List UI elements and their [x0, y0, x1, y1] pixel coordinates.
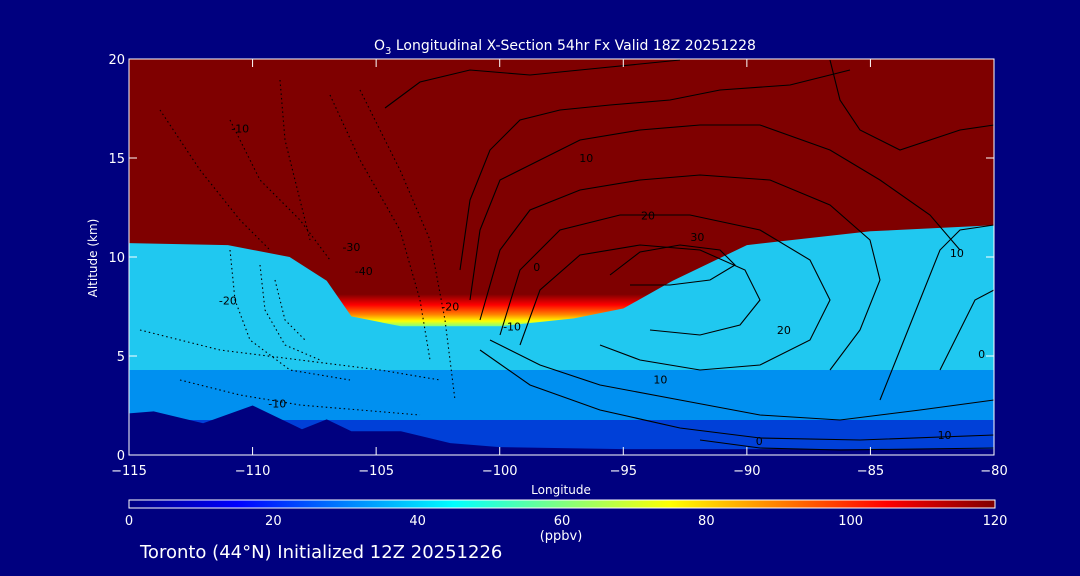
- colorbar-tick-label: 80: [698, 514, 715, 529]
- contour-label: -20: [219, 295, 237, 308]
- contour-label: 0: [978, 348, 985, 361]
- wind-contour-line: [384, 59, 681, 109]
- wind-contour-line: [479, 349, 994, 441]
- contour-label: -20: [441, 300, 459, 313]
- chart-title: O3 Longitudinal X-Section 54hr Fx Valid …: [374, 38, 756, 57]
- x-tick-label: −85: [857, 464, 884, 479]
- wind-contour-line: [519, 244, 761, 346]
- contour-label: 10: [653, 374, 667, 387]
- contour-label: 10: [938, 429, 952, 442]
- plot-area: -10 -20 -30 -40 -10 -20 -10 0 10 20 30 20 10 0 10 0 10: [129, 59, 994, 455]
- wind-contour-line: [479, 174, 881, 371]
- x-tick-label: −115: [111, 464, 147, 479]
- x-tick-label: −80: [980, 464, 1007, 479]
- contour-label: -10: [503, 320, 521, 333]
- x-tick-label: −105: [358, 464, 394, 479]
- y-tick-label: 15: [108, 152, 125, 167]
- x-tick-label: −90: [733, 464, 760, 479]
- x-axis: −115 −110 −105 −100 −95 −90 −85 −80: [111, 59, 1008, 479]
- contour-label: 0: [533, 261, 540, 274]
- contour-label: -40: [355, 265, 373, 278]
- stratosphere-region: [129, 59, 994, 327]
- y-tick-label: 10: [108, 251, 125, 266]
- wind-contour-line: [469, 124, 961, 301]
- wind-contour-line: [499, 214, 831, 371]
- footer-caption: Toronto (44°N) Initialized 12Z 20251226: [140, 542, 503, 563]
- colorbar-tick-label: 20: [265, 514, 282, 529]
- wind-contour-line-negative: [274, 279, 306, 341]
- wind-contour-line-negative: [139, 329, 441, 381]
- colorbar-unit: (ppbv): [540, 529, 583, 544]
- wind-contour-line: [459, 69, 851, 271]
- wind-contour-line-negative: [359, 89, 456, 401]
- y-tick-label: 5: [117, 350, 125, 365]
- x-tick-label: −95: [610, 464, 637, 479]
- contour-label: 10: [950, 247, 964, 260]
- y-axis-label: Altitude (km): [86, 219, 100, 298]
- wind-contour-line-negative: [229, 249, 351, 381]
- wind-contours: [139, 59, 994, 451]
- colorbar-tick-label: 60: [554, 514, 571, 529]
- wind-contour-line-negative: [229, 119, 331, 261]
- colorbar: [128, 499, 996, 509]
- wind-contour-line-negative: [159, 109, 271, 251]
- y-tick-label: 0: [117, 449, 125, 464]
- terrain: [129, 405, 994, 455]
- wind-contour-line: [939, 289, 994, 371]
- contour-label: 20: [777, 324, 791, 337]
- wind-contour-line-negative: [259, 264, 321, 361]
- contour-label: 20: [641, 209, 655, 222]
- wind-contour-line: [609, 244, 736, 286]
- contour-label: -30: [342, 241, 360, 254]
- contour-label: -10: [231, 122, 249, 135]
- colorbar-tick-label: 0: [125, 514, 133, 529]
- colorbar-tick-label: 100: [838, 514, 863, 529]
- colorbar-tick-label: 120: [983, 514, 1008, 529]
- wind-contour-line: [829, 59, 994, 151]
- contour-label: 0: [756, 435, 763, 448]
- contour-labels: -10 -20 -30 -40 -10 -20 -10 0 10 20 30 20 10 0 10 0 10: [219, 122, 985, 448]
- contour-label: 30: [690, 231, 704, 244]
- y-tick-label: 20: [108, 53, 125, 68]
- colorbar-tick-label: 40: [409, 514, 426, 529]
- wind-contour-line-negative: [179, 379, 421, 416]
- wind-contour-line: [699, 439, 994, 451]
- y-axis: 0 5 10 15 20: [108, 53, 994, 464]
- wind-contour-line-negative: [279, 79, 311, 241]
- wind-contour-line: [489, 339, 994, 421]
- contour-label: -10: [268, 397, 286, 410]
- wind-contour-line: [879, 224, 994, 401]
- contour-label: 10: [579, 152, 593, 165]
- colorbar-ticks: 0 20 40 60 80 100 120: [125, 514, 1008, 529]
- x-tick-label: −110: [235, 464, 271, 479]
- x-axis-label: Longitude: [531, 483, 591, 497]
- x-tick-label: −100: [482, 464, 518, 479]
